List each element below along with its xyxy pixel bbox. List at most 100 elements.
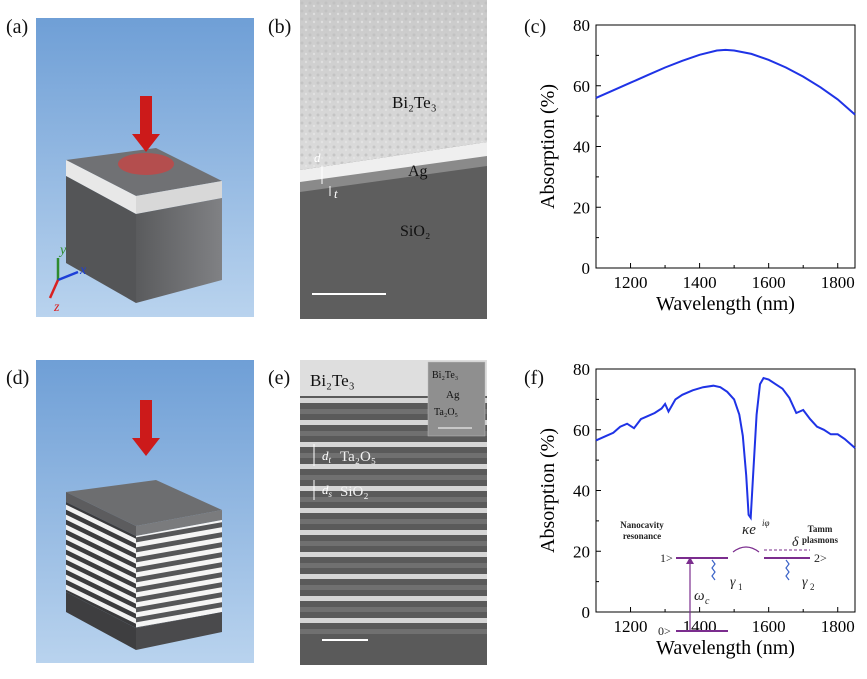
label-gamma2: γ [802, 575, 808, 590]
block-top-d [66, 480, 222, 526]
label-1: 1> [660, 551, 673, 565]
label-ag: Ag [408, 163, 428, 180]
arrow-head-icon [686, 557, 694, 564]
x-axis-label: Wavelength (nm) [656, 293, 795, 315]
y-axis-label: Absorption (%) [537, 84, 559, 209]
x-tick-label: 1200 [614, 617, 648, 636]
decay-wave-1 [711, 559, 716, 581]
x-tick-label: 1800 [821, 617, 855, 636]
x-axis-label: Wavelength (nm) [656, 637, 795, 659]
label-sio2: SiO₂ [400, 223, 430, 240]
panel-label-b: (b) [268, 16, 292, 38]
sem-layer [300, 574, 487, 579]
sem-layer [300, 552, 487, 557]
y-tick-label: 60 [573, 421, 590, 440]
sem-layer [300, 431, 487, 436]
y-tick-label: 80 [573, 360, 590, 379]
label-omega: ω [694, 588, 705, 604]
sem-layer [300, 596, 487, 601]
label-bi2te3: Bi₂Te₃ [392, 93, 437, 112]
label-ta2o5: Ta₂O₅ [340, 449, 376, 465]
sem-layer [300, 442, 487, 447]
svg-text:ds: ds [322, 482, 333, 499]
panel-label-f: (f) [524, 367, 544, 389]
plot-frame [595, 368, 856, 613]
schematic-d [36, 360, 254, 663]
inset-ag: Ag [446, 389, 460, 401]
sem-layer [300, 497, 487, 502]
label-delta: δ [792, 535, 799, 550]
y-tick-label: 20 [573, 198, 590, 217]
sem-image-e: Bi₂Te₃ Ag Ta₂O₅ Bi₂Te₃ Ta₂O₅ SiO₂ dt ds [300, 360, 487, 665]
sem-layer [300, 607, 487, 612]
y-tick-label: 40 [573, 482, 590, 501]
arrow-down-icon-d [132, 400, 160, 456]
label-d: d [314, 150, 321, 165]
label-ds: d [322, 482, 329, 497]
y-tick-label: 60 [573, 77, 590, 96]
sem-layer [300, 475, 487, 480]
x-tick-label: 1400 [683, 617, 717, 636]
label-2: 2> [814, 551, 827, 565]
sem-image-b: Bi₂Te₃ Ag SiO₂ d t [300, 0, 487, 319]
panel-label-a: (a) [6, 16, 29, 38]
label-sio2-e: SiO₂ [340, 484, 369, 500]
sem-layer [300, 541, 487, 546]
sem-layer [300, 464, 487, 469]
sem-layer [300, 453, 487, 458]
label-0: 0> [658, 624, 671, 638]
laser-spot [118, 153, 174, 175]
sem-layer [300, 563, 487, 568]
decay-wave-2 [785, 559, 790, 581]
coupling-arc [732, 546, 760, 553]
schematic-a: y x z [36, 18, 254, 317]
x-tick-label: 1200 [614, 273, 648, 292]
svg-text:z: z [53, 300, 60, 315]
inset-text: resonance [623, 531, 661, 541]
x-tick-label: 1600 [752, 617, 786, 636]
label-dt-sub: t [329, 455, 332, 465]
sem-layer [300, 508, 487, 513]
inset-text: Nanocavity [620, 520, 664, 530]
y-axis-label: Absorption (%) [537, 428, 559, 553]
inset-text: plasmons [802, 535, 839, 545]
absorption-curve [595, 48, 856, 116]
y-tick-label: 0 [582, 259, 591, 278]
sem-layer [300, 530, 487, 535]
label-gamma1-sub: 1 [738, 582, 743, 592]
y-tick-label: 20 [573, 542, 590, 561]
sem-layer [300, 398, 487, 403]
label-ds-sub: s [329, 489, 333, 499]
label-gamma2-sub: 2 [810, 582, 815, 592]
svg-text:x: x [79, 263, 87, 278]
sem-layer [300, 629, 487, 634]
y-tick-label: 0 [582, 603, 591, 622]
inset-bi2te3: Bi₂Te₃ [432, 370, 458, 381]
sem-layer [300, 409, 487, 414]
chart-f: 1200 1400 1600 1800 0 20 40 60 80 Wavelength (nm)… [530, 352, 867, 679]
panel-label-d: (d) [6, 367, 30, 389]
sem-layer [300, 618, 487, 623]
label-kappa-sup: iφ [762, 518, 770, 528]
svg-text:y: y [58, 243, 67, 258]
x-tick-label: 1600 [752, 273, 786, 292]
chart-c: 1200 1400 1600 1800 0 20 40 60 80 Wavelength (nm)… [530, 0, 867, 330]
sem-layer [300, 420, 487, 425]
label-omega-sub: c [705, 596, 710, 607]
sem-layer [300, 486, 487, 491]
y-tick-label: 80 [573, 16, 590, 35]
arrow-down-icon-a [132, 96, 160, 152]
plot-frame [595, 24, 856, 269]
axes-icon: y x z [48, 243, 87, 315]
x-tick-label: 1800 [821, 273, 855, 292]
inset-ta2o5: Ta₂O₅ [434, 407, 458, 418]
panel-label-c: (c) [524, 16, 547, 38]
label-gamma1: γ [730, 575, 736, 590]
label-kappa: κe [742, 522, 756, 538]
absorption-curve [595, 376, 856, 521]
panel-label-e: (e) [268, 367, 291, 389]
svg-text:dt: dt [322, 448, 332, 465]
y-tick-label: 40 [573, 138, 590, 157]
x-tick-label: 1400 [683, 273, 717, 292]
sem-layer [300, 585, 487, 590]
